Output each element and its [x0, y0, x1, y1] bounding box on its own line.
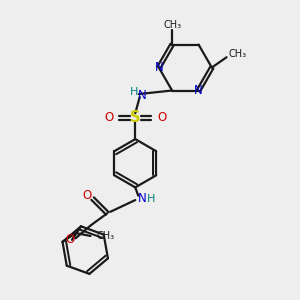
Text: H: H [147, 194, 156, 204]
Text: N: N [137, 89, 146, 102]
Text: CH₃: CH₃ [163, 20, 181, 30]
Text: O: O [157, 111, 167, 124]
Text: N: N [194, 84, 203, 97]
Text: O: O [83, 189, 92, 202]
Text: O: O [104, 111, 113, 124]
Text: O: O [66, 233, 75, 246]
Text: CH₃: CH₃ [228, 49, 246, 59]
Text: H: H [130, 87, 138, 97]
Text: S: S [130, 110, 140, 125]
Text: N: N [137, 192, 146, 205]
Text: N: N [154, 61, 163, 74]
Text: CH₃: CH₃ [97, 231, 115, 241]
